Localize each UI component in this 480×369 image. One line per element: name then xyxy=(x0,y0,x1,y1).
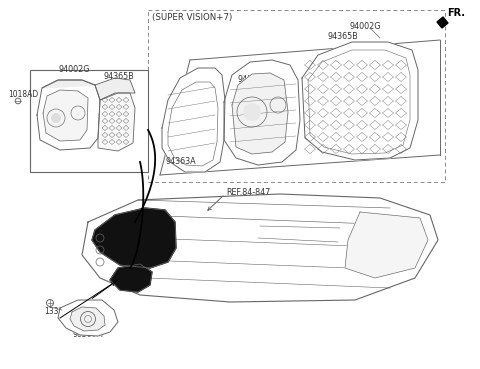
Text: 1339CC: 1339CC xyxy=(44,307,74,316)
Polygon shape xyxy=(58,300,118,336)
Polygon shape xyxy=(345,212,428,278)
Polygon shape xyxy=(224,60,300,165)
Text: 94365B: 94365B xyxy=(103,72,134,81)
Polygon shape xyxy=(37,80,100,150)
Polygon shape xyxy=(43,90,88,141)
Polygon shape xyxy=(92,208,176,268)
Polygon shape xyxy=(70,307,105,331)
Polygon shape xyxy=(110,264,152,292)
Polygon shape xyxy=(437,17,448,28)
Polygon shape xyxy=(82,194,438,302)
Polygon shape xyxy=(98,93,135,151)
Polygon shape xyxy=(302,42,418,160)
Text: 94363A: 94363A xyxy=(165,157,196,166)
Bar xyxy=(30,70,148,172)
Text: REF.84-847: REF.84-847 xyxy=(226,188,270,197)
Text: 94002G: 94002G xyxy=(350,22,382,31)
Text: 1018AD: 1018AD xyxy=(8,90,38,99)
Bar xyxy=(148,10,445,182)
Text: 94002G: 94002G xyxy=(58,65,90,74)
Polygon shape xyxy=(162,68,225,172)
Text: 94365B: 94365B xyxy=(328,32,359,41)
Text: 94120A: 94120A xyxy=(237,75,268,84)
Text: 96360M: 96360M xyxy=(72,330,103,339)
Polygon shape xyxy=(42,78,135,100)
Circle shape xyxy=(51,113,61,123)
Text: FR.: FR. xyxy=(447,8,465,18)
Text: (SUPER VISION+7): (SUPER VISION+7) xyxy=(152,13,232,22)
Circle shape xyxy=(243,103,261,121)
Polygon shape xyxy=(232,73,288,154)
